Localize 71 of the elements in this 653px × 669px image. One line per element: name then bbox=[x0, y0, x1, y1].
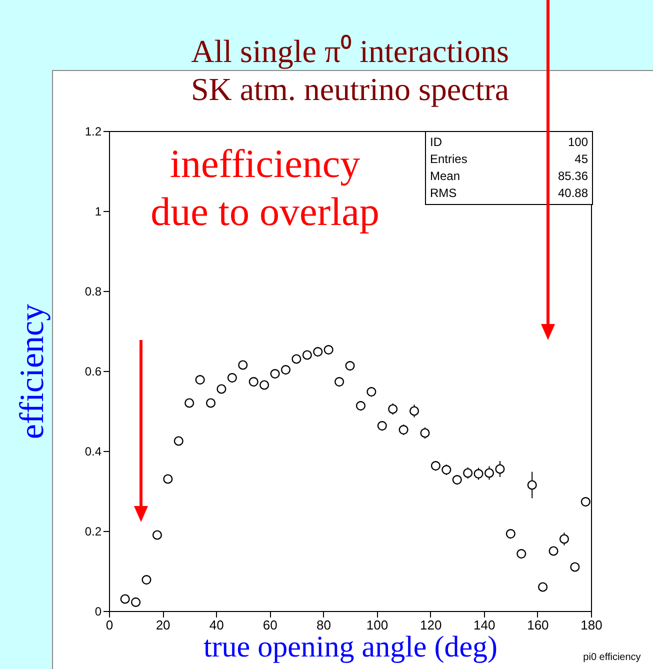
point bbox=[120, 594, 130, 604]
point bbox=[248, 377, 258, 387]
chart-subtitle: SK atm. neutrino spectra bbox=[190, 71, 510, 107]
point bbox=[174, 436, 184, 446]
point bbox=[238, 360, 248, 370]
x-tick-label: 180 bbox=[580, 618, 602, 632]
point bbox=[430, 461, 440, 471]
x-axis-title: true opening angle (deg) bbox=[203, 630, 498, 664]
chart-title: All single π⁰ interactions bbox=[191, 33, 509, 69]
text: Mean 85.36 bbox=[430, 169, 588, 183]
text: RMS 40.88 bbox=[430, 186, 588, 200]
point bbox=[334, 377, 344, 387]
point bbox=[409, 406, 420, 416]
x-tick-label: 40 bbox=[209, 618, 224, 632]
point bbox=[570, 562, 580, 572]
point bbox=[313, 347, 323, 357]
point bbox=[388, 404, 398, 414]
y-tick-label: 0.2 bbox=[84, 524, 102, 538]
point bbox=[506, 529, 516, 539]
point bbox=[270, 369, 280, 379]
y-tick-label: 1.2 bbox=[84, 124, 102, 138]
point bbox=[130, 597, 141, 607]
point bbox=[484, 468, 494, 478]
point bbox=[527, 480, 537, 490]
x-tick-label: 160 bbox=[527, 618, 549, 632]
point bbox=[356, 401, 366, 411]
point bbox=[538, 582, 548, 592]
text: Entries 45 bbox=[430, 152, 588, 166]
point bbox=[442, 465, 452, 475]
point bbox=[142, 575, 152, 585]
point bbox=[452, 475, 462, 485]
point bbox=[184, 398, 194, 408]
point bbox=[398, 425, 408, 435]
point bbox=[495, 464, 505, 474]
point bbox=[227, 373, 237, 383]
y-tick-label: 1 bbox=[94, 204, 102, 218]
point bbox=[152, 530, 162, 540]
point bbox=[280, 365, 291, 375]
point bbox=[420, 428, 430, 438]
point bbox=[292, 354, 302, 364]
point bbox=[216, 384, 226, 394]
y-axis-title: efficiency bbox=[14, 304, 51, 440]
point bbox=[260, 380, 270, 390]
point bbox=[324, 345, 334, 355]
point bbox=[548, 546, 558, 556]
point bbox=[559, 534, 570, 544]
x-tick-label: 20 bbox=[156, 618, 170, 632]
point bbox=[206, 398, 216, 408]
point bbox=[195, 375, 205, 385]
point bbox=[580, 497, 590, 507]
x-tick-label: 140 bbox=[474, 618, 496, 632]
point bbox=[345, 361, 355, 371]
annotation: inefficiency due to overlap bbox=[150, 140, 380, 236]
point bbox=[302, 350, 312, 360]
x-tick-label: 0 bbox=[106, 618, 114, 632]
y-tick-label: 0 bbox=[94, 604, 102, 618]
point bbox=[516, 549, 526, 559]
x-tick-label: 100 bbox=[366, 618, 388, 632]
point bbox=[463, 468, 473, 478]
text: pi0 efficiency bbox=[582, 652, 642, 663]
y-tick-label: 0.4 bbox=[84, 444, 102, 458]
y-tick-label: 0.8 bbox=[84, 284, 102, 298]
x-tick-label: 120 bbox=[420, 618, 442, 632]
point bbox=[377, 421, 387, 431]
point bbox=[474, 469, 484, 479]
x-tick-label: 60 bbox=[262, 618, 278, 632]
point bbox=[163, 474, 173, 484]
point bbox=[366, 387, 376, 397]
text: ID 100 bbox=[430, 135, 588, 149]
y-tick-label: 0.6 bbox=[84, 364, 102, 378]
x-tick-label: 80 bbox=[316, 618, 331, 632]
